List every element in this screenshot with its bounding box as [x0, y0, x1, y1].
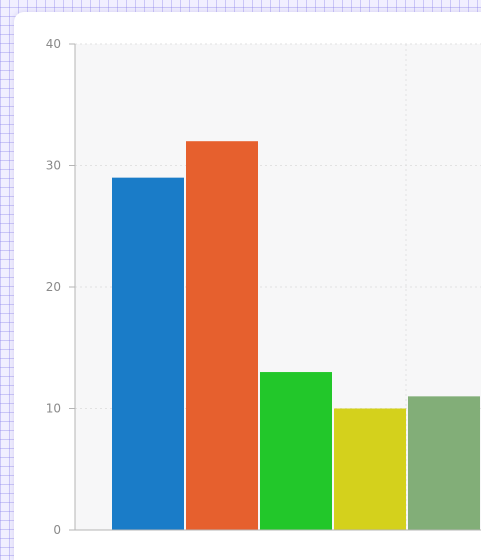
- y-tick-label-2: 20: [46, 280, 61, 294]
- bar-3[interactable]: [260, 372, 332, 530]
- y-tick-label-1: 10: [46, 402, 61, 416]
- bar-4[interactable]: [334, 408, 406, 531]
- y-ticks: 0 10 20 30 40: [46, 37, 75, 537]
- bar-1[interactable]: [112, 177, 184, 530]
- bar-chart: 0 10 20 30 40: [46, 37, 481, 537]
- y-tick-label-3: 30: [46, 159, 61, 173]
- y-tick-label-0: 0: [53, 523, 61, 537]
- bar-5[interactable]: [408, 396, 480, 530]
- bar-2[interactable]: [186, 141, 258, 530]
- bars: [112, 141, 480, 531]
- y-tick-label-4: 40: [46, 37, 61, 51]
